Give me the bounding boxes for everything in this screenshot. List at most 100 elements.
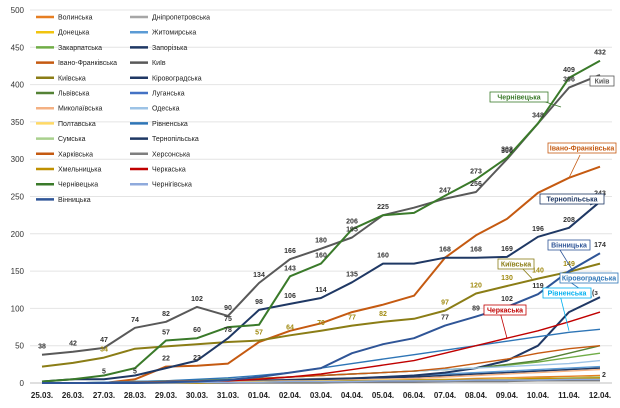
data-label: 34 <box>100 347 108 354</box>
y-tick-label: 0 <box>20 379 25 388</box>
y-tick-label: 100 <box>11 304 25 313</box>
data-label: 135 <box>346 271 358 278</box>
data-label: 75 <box>224 316 232 323</box>
y-tick-label: 50 <box>15 342 24 351</box>
data-label: 22 <box>162 356 170 363</box>
callout-box <box>539 193 605 205</box>
legend-label: Київська <box>58 75 86 82</box>
callout-label: Івано-Франківська <box>550 145 615 153</box>
data-label: 225 <box>377 204 389 211</box>
data-label: 74 <box>131 317 139 324</box>
x-tick-label: 09.04. <box>496 391 518 400</box>
legend-label: Львівська <box>58 90 90 98</box>
y-tick-label: 250 <box>11 193 25 202</box>
y-tick-label: 200 <box>11 230 25 239</box>
data-label: 120 <box>470 282 482 289</box>
legend-label: Чернігівська <box>152 181 192 189</box>
data-label: 348 <box>532 112 544 119</box>
data-label: 196 <box>532 226 544 233</box>
data-label: 38 <box>38 344 46 351</box>
x-tick-label: 12.04. <box>589 391 611 400</box>
legend-label: Рівненська <box>152 120 188 128</box>
data-label: 130 <box>501 275 513 282</box>
series-line <box>41 200 601 383</box>
data-label: 77 <box>441 315 449 322</box>
legend-label: Запорізька <box>152 44 187 52</box>
legend-label: Чернівецька <box>58 181 98 189</box>
series-line <box>42 165 601 384</box>
data-label: 102 <box>191 296 203 303</box>
legend-label: Харківська <box>58 150 93 158</box>
data-label: 396 <box>563 77 575 84</box>
callout-label: Київ <box>595 79 611 86</box>
legend-label: Херсонська <box>152 151 190 158</box>
data-label: 60 <box>193 327 201 334</box>
x-tick-label: 10.04. <box>527 391 549 400</box>
x-tick-label: 07.04. <box>434 391 456 400</box>
callout-box <box>589 75 615 87</box>
x-tick-label: 26.03. <box>62 391 84 400</box>
legend-label: Сумська <box>58 136 86 143</box>
x-tick-label: 31.03. <box>217 391 239 400</box>
data-label: 2 <box>602 372 606 379</box>
data-label: 302 <box>501 147 513 154</box>
data-label: 432 <box>594 50 606 57</box>
legend-label: Луганська <box>152 91 185 98</box>
legend-label: Закарпатська <box>58 45 102 52</box>
legend-label: Івано-Франківська <box>58 59 117 67</box>
data-label: 70 <box>317 320 325 327</box>
data-label: 409 <box>563 67 575 74</box>
callout-box <box>497 258 535 270</box>
data-label: 106 <box>284 293 296 300</box>
callout-box <box>483 304 527 316</box>
x-tick-label: 25.03. <box>31 391 53 400</box>
data-label: 5 <box>133 368 137 375</box>
data-label: 169 <box>501 246 513 253</box>
data-label: 206 <box>346 218 358 225</box>
x-tick-label: 01.04. <box>248 391 270 400</box>
data-label: 114 <box>315 287 326 294</box>
callout-leader <box>499 311 508 339</box>
legend-label: Тернопільська <box>152 135 199 143</box>
y-tick-label: 300 <box>11 155 25 164</box>
legend-label: Житомирська <box>152 30 196 37</box>
data-label: 82 <box>379 311 387 318</box>
x-tick-label: 03.04. <box>310 391 332 400</box>
data-label: 256 <box>470 181 482 188</box>
callout-leader <box>559 294 570 331</box>
callout-box <box>547 142 617 154</box>
x-tick-label: 04.04. <box>341 391 363 400</box>
x-tick-label: 05.04. <box>372 391 394 400</box>
callout-label: Київська <box>501 262 531 269</box>
data-label: 57 <box>162 329 170 336</box>
data-label: 195 <box>346 227 358 234</box>
callout-leader <box>568 154 581 179</box>
data-label: 47 <box>100 337 108 344</box>
data-label: 180 <box>315 238 327 245</box>
data-label: 119 <box>532 283 543 290</box>
legend-label: Хмельницька <box>58 167 102 174</box>
legend-label: Вінницька <box>58 196 91 204</box>
data-label: 168 <box>470 247 482 254</box>
data-label: 143 <box>284 265 296 272</box>
callout-label: Кіровоградська <box>562 275 616 283</box>
data-label: 82 <box>162 311 170 318</box>
data-label: 77 <box>348 315 356 322</box>
legend-label: Полтавська <box>58 121 96 128</box>
data-label: 64 <box>286 324 294 331</box>
y-tick-label: 350 <box>11 118 25 127</box>
legend-label: Волинська <box>58 15 93 22</box>
data-label: 160 <box>315 253 327 260</box>
x-tick-label: 02.04. <box>279 391 301 400</box>
data-label: 98 <box>255 299 263 306</box>
x-tick-label: 29.03. <box>155 391 177 400</box>
callout-label: Тернопільська <box>546 196 597 204</box>
legend-label: Черкаська <box>152 167 186 174</box>
data-label: 23 <box>193 355 201 362</box>
data-label: 90 <box>224 305 232 312</box>
callout-box <box>547 239 591 251</box>
x-tick-label: 06.04. <box>403 391 425 400</box>
y-tick-label: 450 <box>11 43 25 52</box>
